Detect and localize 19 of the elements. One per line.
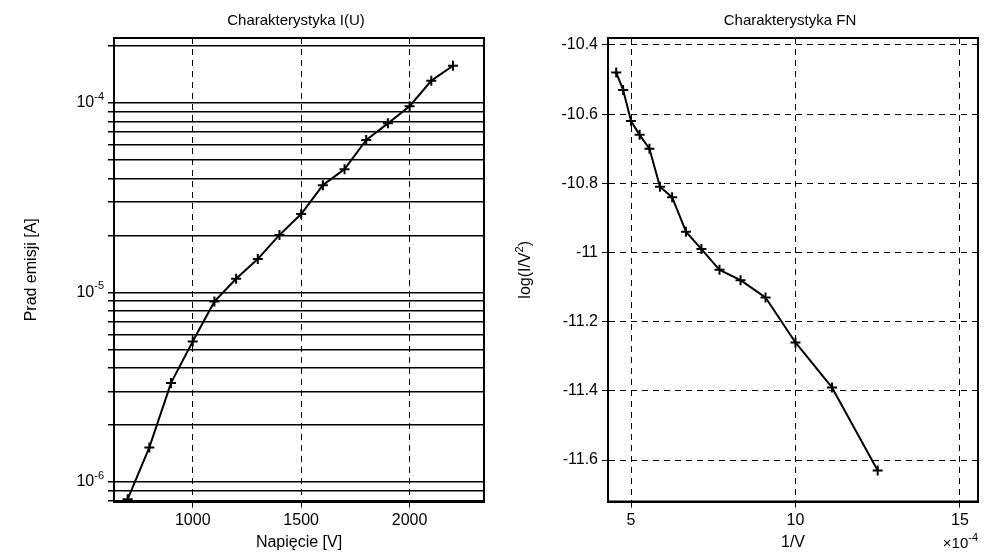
x-tick-label: 1000 — [174, 510, 211, 528]
y-tick-label: -11 — [576, 242, 599, 260]
y-tick-label: -10.4 — [561, 35, 599, 53]
y-tick-label: -11.6 — [562, 450, 599, 468]
y-tick-label: -10.8 — [561, 173, 599, 191]
y-tick-label: -11.4 — [562, 381, 599, 399]
y-axis-title: log(I/V2) — [512, 240, 534, 299]
y-axis-title: Prad emisji [A] — [22, 218, 40, 322]
x-tick-label: 15 — [951, 510, 969, 528]
x-tick-label: 1500 — [283, 510, 320, 528]
chart-title: Charakterystyka I(U) — [227, 11, 365, 29]
x-tick-label: 2000 — [391, 510, 428, 528]
x-tick-label: 10 — [786, 510, 805, 528]
x-axis-title: 1/V — [780, 532, 806, 550]
y-tick-label: -10.6 — [561, 104, 599, 122]
chart-title: Charakterystyka FN — [723, 11, 857, 29]
y-tick-label: -11.2 — [562, 312, 599, 330]
x-tick-label: 5 — [626, 510, 636, 528]
x-axis-title: Napięcie [V] — [255, 532, 343, 550]
